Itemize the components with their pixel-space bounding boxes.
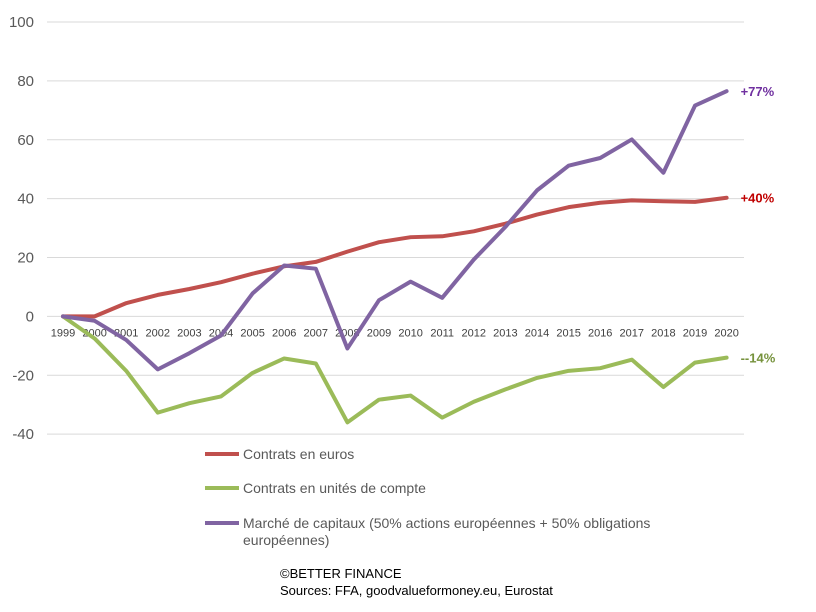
series-line-0 [61,195,729,319]
x-tick-label: 2010 [398,327,422,339]
legend-item-marche-capitaux: Marché de capitaux (50% actions européen… [205,515,683,549]
end-label-1: --14% [741,351,776,366]
x-tick-label: 2020 [714,327,738,339]
x-tick-label: 2003 [177,327,201,339]
y-tick-label: 60 [17,132,34,149]
legend-swatch-contrats-euros [205,452,239,456]
y-tick-label: 0 [26,308,34,325]
series-line-1 [61,314,729,425]
x-tick-label: 2012 [462,327,486,339]
y-tick-label: 100 [9,14,34,31]
legend-item-contrats-euros: Contrats en euros [205,446,354,463]
series-line-2 [61,89,729,372]
x-tick-label: 1999 [51,327,75,339]
y-tick-label: -20 [12,367,34,384]
y-tick-label: 40 [17,191,34,208]
gridlines [47,21,744,435]
legend-swatch-marche-capitaux [205,521,239,525]
end-label-0: +40% [741,191,775,206]
y-tick-label: 80 [17,73,34,90]
x-tick-label: 2011 [430,327,454,339]
x-tick-label: 2018 [651,327,675,339]
footer: ©BETTER FINANCE Sources: FFA, goodvaluef… [280,565,553,599]
copyright-text: ©BETTER FINANCE [280,566,402,581]
x-tick-label: 2019 [683,327,707,339]
x-tick-label: 2015 [556,327,580,339]
series-lines [61,89,729,425]
legend-item-contrats-uc: Contrats en unités de compte [205,480,426,497]
x-tick-label: 2006 [272,327,296,339]
y-tick-label: -40 [12,426,34,440]
x-tick-label: 2014 [525,327,549,339]
y-tick-label: 20 [17,250,34,267]
x-tick-label: 2002 [146,327,170,339]
legend-swatch-contrats-uc [205,486,239,490]
legend-label-contrats-uc: Contrats en unités de compte [243,480,426,496]
end-labels: --14% +40% +77% [741,84,776,365]
x-axis-ticks: 1999 2000 2001 2002 2003 2004 2005 2006 2007 2008… [51,327,739,339]
legend-label-marche-capitaux: Marché de capitaux (50% actions européen… [243,515,651,548]
x-tick-label: 2013 [493,327,517,339]
x-tick-label: 2017 [620,327,644,339]
sources-text: Sources: FFA, goodvalueformoney.eu, Euro… [280,583,553,598]
x-tick-label: 2007 [304,327,328,339]
end-label-2: +77% [741,84,775,99]
x-tick-label: 2016 [588,327,612,339]
legend-label-contrats-euros: Contrats en euros [243,446,355,462]
x-tick-label: 2009 [367,327,391,339]
x-tick-label: 2005 [240,327,264,339]
